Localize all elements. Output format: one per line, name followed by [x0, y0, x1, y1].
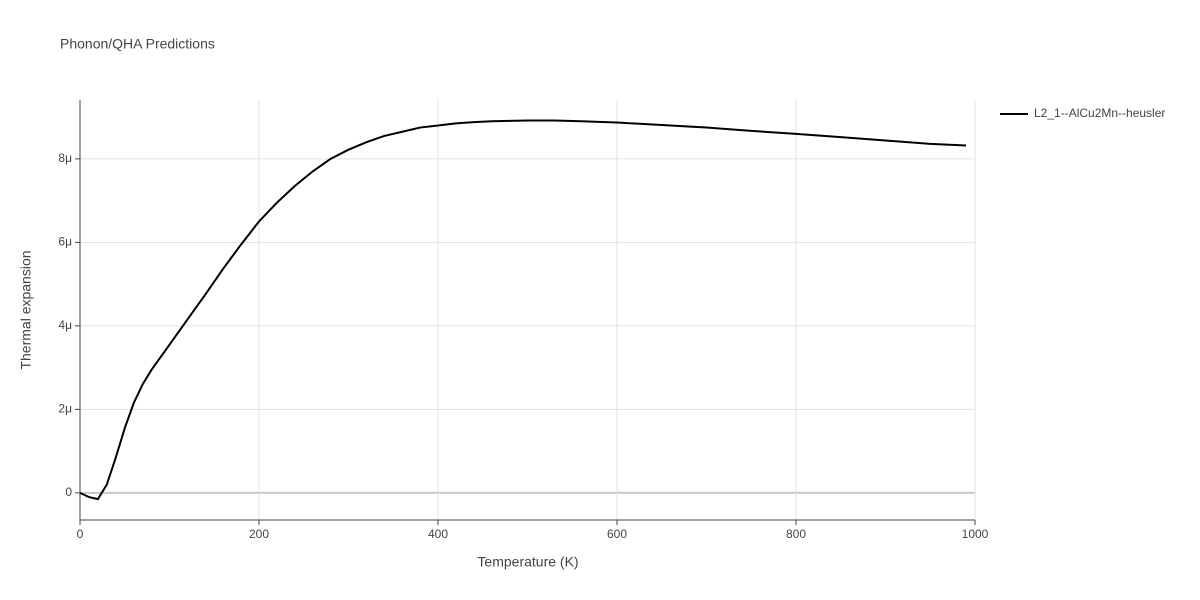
- x-tick-label: 600: [607, 527, 627, 541]
- y-tick-label: 2μ: [58, 402, 72, 416]
- x-tick-label: 400: [428, 527, 448, 541]
- x-tick-label: 200: [249, 527, 269, 541]
- line-series: [79, 119, 967, 501]
- x-tick-label: 1000: [962, 527, 989, 541]
- x-tick-label: 800: [786, 527, 806, 541]
- x-axis-label: Temperature (K): [477, 554, 578, 570]
- legend-label: L2_1--AlCu2Mn--heusler: [1034, 106, 1165, 120]
- y-tick-label: 0: [65, 485, 72, 499]
- chart-title: Phonon/QHA Predictions: [60, 36, 215, 52]
- x-tick-label: 0: [77, 527, 84, 541]
- y-tick-label: 8μ: [58, 151, 72, 165]
- y-tick-label: 4μ: [58, 318, 72, 332]
- y-axis-label: Thermal expansion: [18, 250, 34, 369]
- y-tick-label: 6μ: [58, 235, 72, 249]
